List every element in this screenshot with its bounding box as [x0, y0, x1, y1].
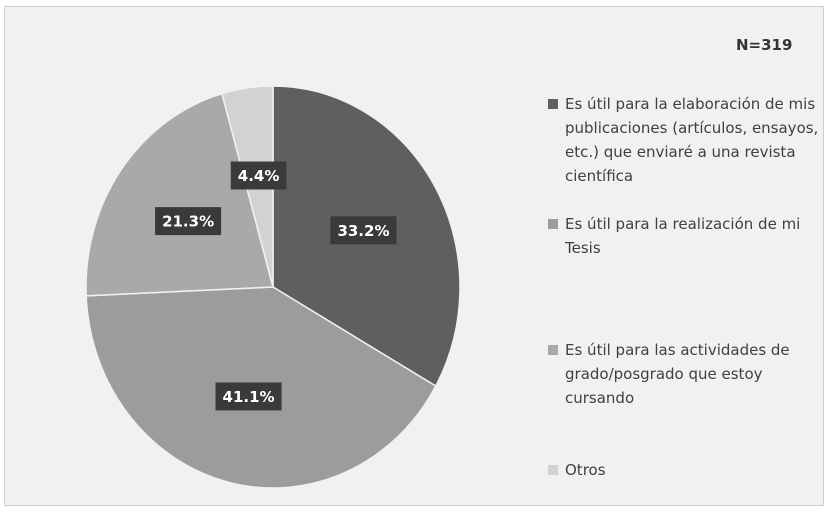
- legend-entry: Es útil para las actividades de grado/po…: [548, 338, 820, 410]
- data-label-box: [230, 161, 287, 190]
- legend-label: Otros: [565, 461, 606, 479]
- data-label-text: 33.2%: [337, 222, 389, 240]
- legend-swatch: [548, 345, 558, 355]
- data-label: 41.1%: [215, 382, 282, 411]
- data-label: 4.4%: [230, 161, 287, 190]
- annotation: N=319: [736, 36, 793, 54]
- legend-swatch: [548, 465, 558, 475]
- legend-label: Es útil para las actividades de grado/po…: [565, 341, 790, 407]
- data-label-box: [215, 382, 282, 411]
- data-label-text: 4.4%: [238, 167, 280, 185]
- data-label: 21.3%: [155, 207, 222, 236]
- data-label-text: 41.1%: [223, 388, 275, 406]
- legend-swatch: [548, 219, 558, 229]
- legend-entry: Es útil para la elaboración de mis publi…: [548, 92, 820, 188]
- legend-swatch: [548, 99, 558, 109]
- pie-slice: [85, 92, 274, 297]
- legend-label: Es útil para la elaboración de mis publi…: [565, 95, 819, 185]
- legend-entry: Es útil para la realización de mi Tesis: [548, 212, 820, 260]
- legend-entry: Otros: [548, 458, 820, 482]
- data-label-text: 21.3%: [162, 213, 214, 231]
- legend-label: Es útil para la realización de mi Tesis: [565, 215, 801, 257]
- data-label-box: [155, 207, 222, 236]
- data-label: 33.2%: [330, 216, 397, 245]
- data-label-box: [330, 216, 397, 245]
